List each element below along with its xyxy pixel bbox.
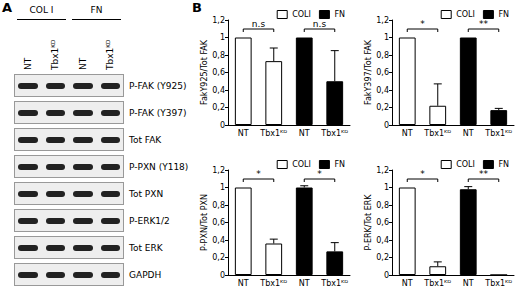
- svg-text:**: **: [479, 169, 489, 179]
- svg-text:0: 0: [384, 271, 389, 280]
- svg-text:1: 1: [384, 183, 389, 192]
- svg-text:FakY925/Tot FAK: FakY925/Tot FAK: [200, 39, 209, 105]
- svg-text:NT: NT: [299, 279, 310, 288]
- svg-text:COLI: COLI: [292, 10, 311, 19]
- svg-text:0,8: 0,8: [212, 201, 225, 210]
- svg-text:0: 0: [220, 271, 225, 280]
- svg-text:0,2: 0,2: [212, 253, 225, 262]
- svg-text:NT: NT: [238, 279, 249, 288]
- svg-text:NT: NT: [463, 129, 474, 138]
- html-text:FN: FN: [90, 5, 103, 15]
- svg-text:0,8: 0,8: [376, 51, 389, 60]
- svg-text:1,2: 1,2: [212, 166, 225, 175]
- svg-text:0,2: 0,2: [212, 103, 225, 112]
- html-text:A: A: [2, 0, 13, 15]
- svg-text:Tbx1ᴷᴰ: Tbx1ᴷᴰ: [320, 129, 348, 138]
- svg-text:0,4: 0,4: [376, 86, 389, 95]
- svg-text:**: **: [479, 19, 489, 29]
- svg-text:NT: NT: [402, 129, 413, 138]
- svg-text:0,8: 0,8: [212, 51, 225, 60]
- svg-text:0,4: 0,4: [212, 236, 225, 245]
- svg-text:COLI: COLI: [456, 160, 475, 169]
- svg-text:n.s: n.s: [313, 19, 327, 29]
- svg-text:0,6: 0,6: [212, 218, 225, 227]
- svg-text:FakY397/Tot FAK: FakY397/Tot FAK: [364, 39, 373, 105]
- html-text:P-PXN (Y118): P-PXN (Y118): [129, 161, 189, 172]
- svg-text:0,4: 0,4: [376, 236, 389, 245]
- html-text:P-FAK (Y925): P-FAK (Y925): [129, 80, 187, 91]
- svg-text:1,2: 1,2: [376, 166, 389, 175]
- svg-text:1: 1: [220, 183, 225, 192]
- html-text:Tot PXN: Tot PXN: [129, 188, 164, 199]
- svg-text:Tbx1ᴷᴰ: Tbx1ᴷᴰ: [484, 279, 512, 288]
- svg-text:*: *: [256, 169, 261, 179]
- svg-text:NT: NT: [238, 129, 249, 138]
- svg-text:0,4: 0,4: [212, 86, 225, 95]
- svg-text:0,6: 0,6: [212, 68, 225, 77]
- html-text:P-FAK (Y397): P-FAK (Y397): [129, 107, 187, 118]
- html-text:Tot ERK: Tot ERK: [129, 242, 163, 253]
- svg-text:COLI: COLI: [456, 10, 475, 19]
- svg-text:0,8: 0,8: [376, 201, 389, 210]
- html-text:B: B: [192, 0, 202, 15]
- svg-text:FN: FN: [498, 10, 509, 19]
- svg-text:1,2: 1,2: [212, 16, 225, 25]
- svg-text:FN: FN: [334, 160, 345, 169]
- svg-text:NT: NT: [463, 279, 474, 288]
- svg-text:Tbx1ᴷᴰ: Tbx1ᴷᴰ: [320, 279, 348, 288]
- html-text:P-ERK1/2: P-ERK1/2: [129, 215, 170, 226]
- html-text:GAPDH: GAPDH: [129, 269, 162, 280]
- html-text:Tbx1ᴷᴰ: Tbx1ᴷᴰ: [50, 39, 61, 70]
- svg-text:0,6: 0,6: [376, 68, 389, 77]
- svg-text:Tbx1ᴷᴰ: Tbx1ᴷᴰ: [484, 129, 512, 138]
- svg-text:1: 1: [220, 33, 225, 42]
- svg-text:P-ERK/Tot ERK: P-ERK/Tot ERK: [364, 194, 373, 251]
- html-text:NT: NT: [77, 57, 88, 70]
- svg-text:Tbx1ᴷᴰ: Tbx1ᴷᴰ: [423, 279, 451, 288]
- svg-text:FN: FN: [498, 160, 509, 169]
- svg-text:FN: FN: [334, 10, 345, 19]
- svg-text:0: 0: [384, 121, 389, 130]
- svg-text:n.s: n.s: [252, 19, 266, 29]
- svg-text:P-PXN/Tot PXN: P-PXN/Tot PXN: [200, 194, 209, 251]
- svg-text:*: *: [420, 19, 425, 29]
- svg-text:Tbx1ᴷᴰ: Tbx1ᴷᴰ: [423, 129, 451, 138]
- svg-text:NT: NT: [402, 279, 413, 288]
- svg-text:0,6: 0,6: [376, 218, 389, 227]
- svg-text:COLI: COLI: [292, 160, 311, 169]
- svg-text:*: *: [420, 169, 425, 179]
- svg-text:Tbx1ᴷᴰ: Tbx1ᴷᴰ: [259, 279, 287, 288]
- svg-text:0: 0: [220, 121, 225, 130]
- svg-text:1: 1: [384, 33, 389, 42]
- html-text:Tot FAK: Tot FAK: [129, 134, 162, 145]
- html-text:COL I: COL I: [29, 5, 54, 15]
- svg-text:0,2: 0,2: [376, 253, 389, 262]
- svg-text:Tbx1ᴷᴰ: Tbx1ᴷᴰ: [259, 129, 287, 138]
- svg-text:1,2: 1,2: [376, 16, 389, 25]
- html-text:NT: NT: [22, 57, 33, 70]
- svg-text:NT: NT: [299, 129, 310, 138]
- svg-text:0,2: 0,2: [376, 103, 389, 112]
- html-text:Tbx1ᴷᴰ: Tbx1ᴷᴰ: [105, 39, 116, 70]
- svg-text:*: *: [317, 169, 322, 179]
